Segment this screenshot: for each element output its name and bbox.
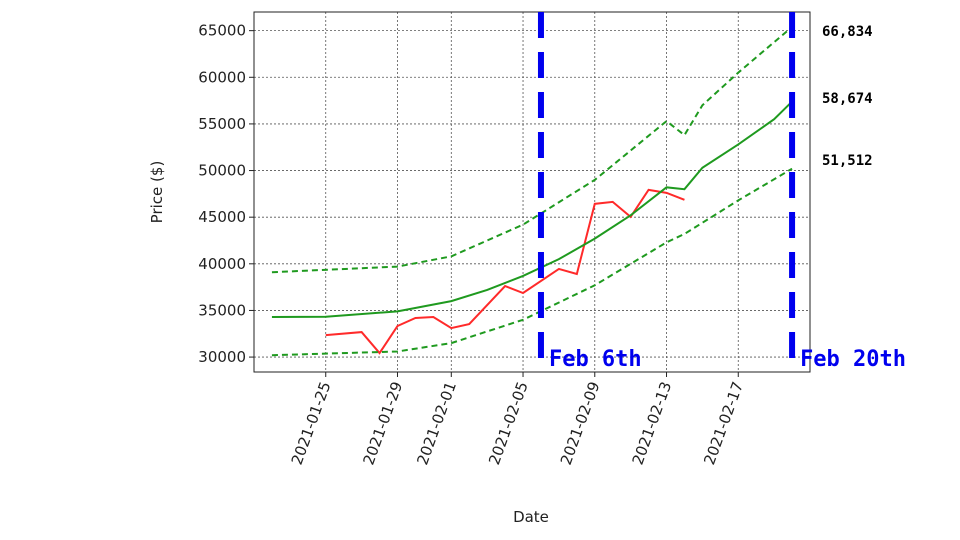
side-label: 51,512	[822, 153, 873, 169]
y-tick-label: 35000	[198, 301, 246, 319]
y-axis-label: Price ($)	[148, 161, 166, 224]
x-tick-label: 2021-01-25	[288, 379, 335, 467]
x-axis-label: Date	[513, 508, 549, 526]
x-tick-label: 2021-02-05	[485, 379, 532, 467]
series-line	[271, 100, 793, 318]
y-tick-label: 60000	[198, 68, 246, 86]
plot-frame	[253, 11, 811, 373]
x-tick-label: 2021-02-09	[557, 379, 604, 467]
x-tick-label: 2021-02-17	[700, 379, 747, 467]
y-tick-label: 55000	[198, 115, 246, 133]
marker-label: Feb 20th	[800, 347, 906, 372]
series-line	[271, 26, 793, 274]
y-tick-label: 30000	[198, 348, 246, 366]
y-tick-label: 40000	[198, 255, 246, 273]
side-label: 66,834	[822, 24, 873, 40]
series-line	[271, 167, 793, 357]
y-tick-label: 50000	[198, 162, 246, 180]
x-tick-label: 2021-02-01	[413, 379, 460, 467]
x-tick-label: 2021-02-13	[629, 379, 676, 467]
y-tick-label: 45000	[198, 208, 246, 226]
y-tick-label: 65000	[198, 22, 246, 40]
side-label: 58,674	[822, 91, 873, 107]
x-tick-label: 2021-01-29	[360, 379, 407, 467]
marker-label: Feb 6th	[549, 347, 642, 372]
